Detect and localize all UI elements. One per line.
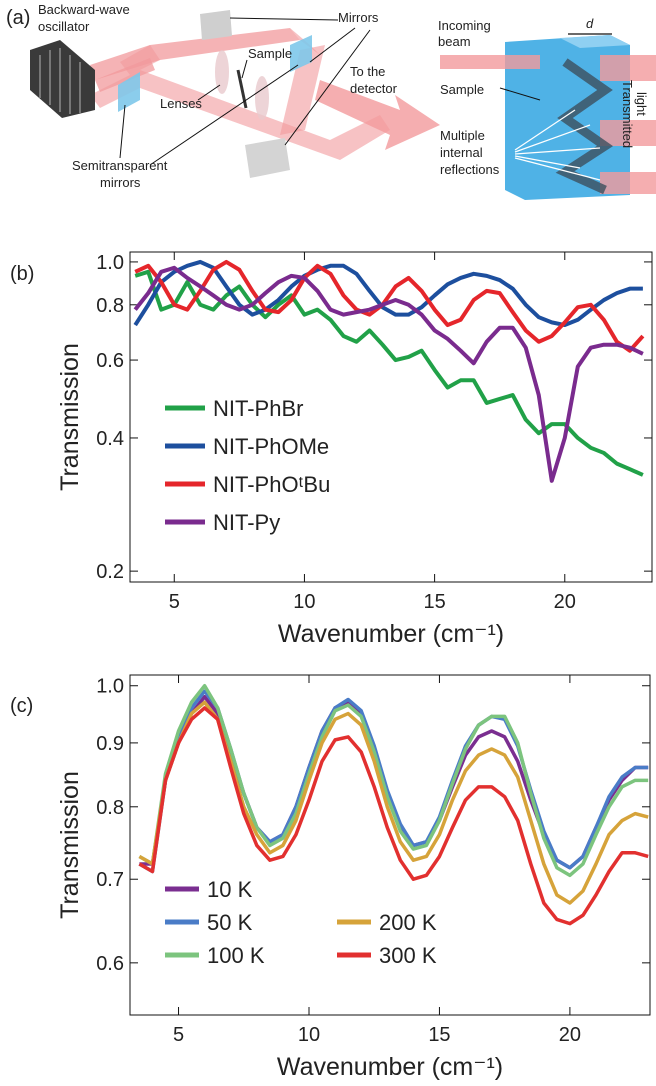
y-tick-label: 0.2: [96, 561, 124, 583]
pointers: [119, 17, 371, 166]
sample: [236, 69, 248, 109]
y-tick-label: 0.6: [96, 350, 124, 372]
panel-label: (c): [10, 695, 33, 717]
legend-label: 100 K: [207, 943, 265, 968]
semitransparent-mirror: [290, 35, 312, 72]
x-tick-label: 15: [423, 591, 445, 613]
transmitted-beam: [600, 120, 656, 146]
pointer: [499, 87, 541, 101]
x-tick-label: 5: [173, 1024, 184, 1046]
x-tick-label: 20: [554, 591, 576, 613]
incoming-beam: [440, 55, 540, 69]
beam: [90, 70, 390, 160]
y-tick-label: 0.8: [96, 797, 124, 819]
label: d: [586, 16, 594, 31]
label: detector: [350, 81, 398, 96]
x-tick-label: 15: [428, 1024, 450, 1046]
plot-frame: [129, 674, 651, 1016]
legend-label: NIT-PhBr: [213, 396, 303, 421]
label: Incoming: [438, 18, 491, 33]
beam: [90, 28, 300, 80]
transmitted-beam: [600, 172, 656, 194]
transmitted-beam: [600, 55, 656, 81]
x-tick-label: 10: [293, 591, 315, 613]
label: reflections: [440, 162, 500, 177]
mirror: [200, 10, 232, 40]
x-tick-label: 20: [559, 1024, 581, 1046]
legend-label: 10 K: [207, 877, 253, 902]
panel-label: (b): [10, 263, 34, 285]
semitransparent-mirror: [118, 72, 140, 112]
lens: [215, 50, 229, 94]
label: Backward-wave: [38, 2, 130, 17]
y-tick-label: 1.0: [96, 676, 124, 698]
legend-label: NIT-PhOMe: [213, 434, 329, 459]
beam: [120, 45, 160, 75]
diagram: (a): [6, 2, 656, 200]
label: Lenses: [160, 96, 202, 111]
arrow-beam: [315, 80, 440, 150]
beam: [280, 45, 325, 135]
label: Sample: [440, 82, 484, 97]
sample-block-top: [560, 35, 630, 48]
y-tick-label: 0.4: [96, 428, 124, 450]
y-tick-label: 0.9: [96, 733, 124, 755]
reflection-pointers: [514, 109, 601, 181]
label: beam: [438, 34, 471, 49]
oscillator: [30, 40, 95, 118]
label: internal: [440, 145, 483, 160]
series-line: [133, 265, 644, 483]
legend-label: NIT-Py: [213, 510, 280, 535]
label: Transmitted: [620, 80, 635, 148]
y-tick-label: 0.7: [96, 869, 124, 891]
label: oscillator: [38, 19, 90, 34]
label: Semitransparent: [72, 158, 168, 173]
reflections: [555, 58, 614, 195]
x-tick-label: 10: [298, 1024, 320, 1046]
legend-label: 300 K: [379, 943, 437, 968]
legend-label: 200 K: [379, 910, 437, 935]
panel-label: (a): [6, 7, 30, 29]
legend-label: NIT-PhOᵗBu: [213, 472, 330, 497]
legend-label: 50 K: [207, 910, 253, 935]
series-line: [133, 259, 643, 328]
y-tick-label: 0.6: [96, 953, 124, 975]
label: Multiple: [440, 128, 485, 143]
series-line: [134, 259, 645, 353]
x-axis-label: Wavenumber (cm⁻¹): [277, 1053, 503, 1081]
x-axis-label: Wavenumber (cm⁻¹): [278, 620, 504, 648]
label: mirrors: [100, 175, 141, 190]
plot-frame: [129, 251, 653, 583]
label: Mirrors: [338, 10, 379, 25]
label: light: [634, 92, 649, 116]
y-tick-label: 1.0: [96, 252, 124, 274]
mirror: [245, 138, 290, 178]
series-line: [138, 706, 649, 926]
label: Sample: [248, 46, 292, 61]
y-tick-label: 0.8: [96, 295, 124, 317]
y-axis-label: Transmission: [56, 771, 84, 919]
x-tick-label: 5: [169, 591, 180, 613]
series-line: [138, 683, 649, 878]
y-axis-label: Transmission: [56, 343, 84, 491]
lens: [255, 76, 269, 120]
label: To the: [350, 64, 385, 79]
